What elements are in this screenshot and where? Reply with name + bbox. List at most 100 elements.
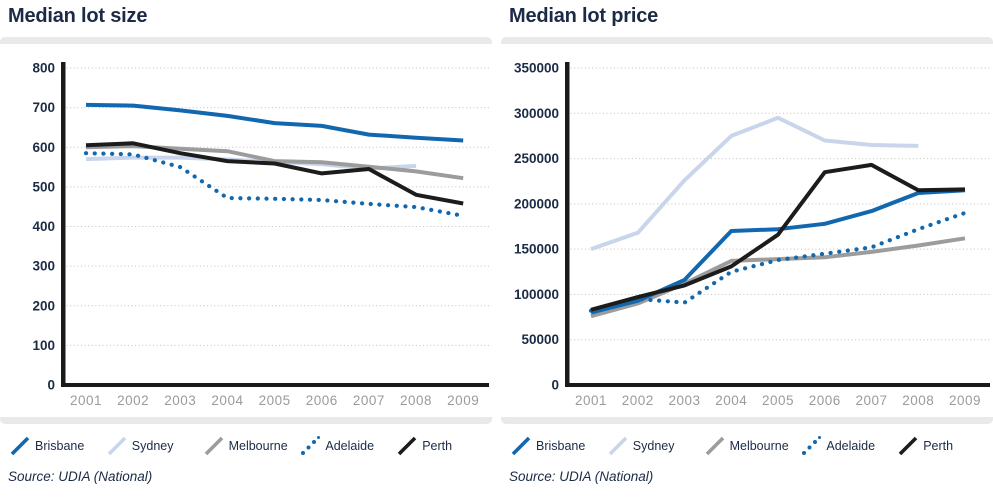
series-line-perth bbox=[590, 162, 966, 312]
legend-label-perth: Perth bbox=[422, 439, 453, 453]
y-tick-label-300: 300 bbox=[32, 259, 55, 274]
x-tick-label-2008: 2008 bbox=[902, 393, 934, 408]
y-tick-label-700: 700 bbox=[32, 100, 55, 115]
y-tick-label-800: 800 bbox=[32, 61, 55, 76]
legend-dot bbox=[317, 436, 321, 439]
lot-price-source: Source: UDIA (National) bbox=[509, 469, 654, 484]
series-line-perth bbox=[85, 141, 464, 206]
y-tick-label-0: 0 bbox=[47, 378, 55, 393]
y-tick-label-500: 500 bbox=[32, 179, 55, 194]
y-axis-line bbox=[61, 62, 66, 387]
legend-line bbox=[705, 436, 724, 456]
x-tick-label-2009: 2009 bbox=[447, 393, 479, 408]
lot-price-legend: Brisbane Sydney Melbourne Adelaide Perth bbox=[509, 433, 993, 459]
y-tick-label-200: 200 bbox=[32, 298, 55, 313]
perth-line-swatch-icon bbox=[898, 436, 918, 456]
legend-label-melbourne: Melbourne bbox=[228, 439, 288, 453]
adelaide-line-swatch-icon bbox=[301, 436, 321, 455]
y-tick-label-250000: 250000 bbox=[514, 151, 559, 166]
x-tick-label-2003: 2003 bbox=[668, 393, 700, 408]
lot-size-plot-area: 0 100 200 300 400 500 600 700 800 2001 2002 2003 200… bbox=[0, 44, 492, 417]
legend-dot bbox=[807, 445, 812, 450]
x-tick-label-2004: 2004 bbox=[715, 393, 747, 408]
x-axis-line bbox=[565, 383, 990, 387]
lot-price-title: Median lot price bbox=[509, 5, 659, 27]
series-line-melbourne bbox=[590, 236, 966, 319]
x-tick-label-2002: 2002 bbox=[622, 393, 654, 408]
legend-dot bbox=[813, 440, 818, 444]
melbourne-line-swatch-icon bbox=[705, 436, 724, 456]
legend-label-adelaide: Adelaide bbox=[325, 439, 375, 453]
lot-size-section: Median lot size 0 100 200 300 400 500 600 700 80… bbox=[0, 0, 492, 501]
legend-item-adelaide: Adelaide bbox=[298, 434, 395, 458]
legend-line bbox=[898, 436, 918, 456]
lot-price-section: Median lot price 0 50000 100000 150000 20000… bbox=[501, 0, 993, 501]
x-tick-label-2009: 2009 bbox=[949, 393, 981, 408]
legend-item-adelaide: Adelaide bbox=[799, 434, 896, 458]
lot-size-legend: Brisbane Sydney Melbourne Adelaide Perth bbox=[8, 433, 492, 459]
legend-item-sydney: Sydney bbox=[606, 434, 703, 458]
brisbane-line-swatch-icon bbox=[511, 436, 531, 456]
x-tick-label-2006: 2006 bbox=[306, 393, 338, 408]
y-tick-label-100000: 100000 bbox=[514, 287, 559, 302]
x-tick-label-2007: 2007 bbox=[855, 393, 887, 408]
legend-line bbox=[10, 436, 30, 456]
legend-line bbox=[107, 436, 127, 456]
legend-label-brisbane: Brisbane bbox=[35, 439, 85, 453]
x-tick-label-2004: 2004 bbox=[211, 393, 243, 408]
y-tick-label-0: 0 bbox=[551, 378, 559, 393]
lot-price-chart: 0 50000 100000 150000 200000 250000 300000 3500… bbox=[514, 61, 990, 408]
melbourne-line-swatch-icon bbox=[204, 436, 223, 456]
legend-label-adelaide: Adelaide bbox=[826, 439, 876, 453]
legend-item-melbourne: Melbourne bbox=[202, 434, 299, 458]
x-tick-label-2005: 2005 bbox=[259, 393, 291, 408]
x-tick-label-2001: 2001 bbox=[575, 393, 607, 408]
sydney-line-swatch-icon bbox=[107, 436, 127, 456]
legend-item-perth: Perth bbox=[896, 434, 993, 458]
y-tick-label-400: 400 bbox=[32, 219, 55, 234]
legend-item-brisbane: Brisbane bbox=[509, 434, 606, 458]
legend-label-sydney: Sydney bbox=[131, 439, 174, 453]
legend-item-brisbane: Brisbane bbox=[8, 434, 105, 458]
x-tick-label-2006: 2006 bbox=[809, 393, 841, 408]
y-axis-line bbox=[565, 62, 570, 387]
adelaide-line-swatch-icon bbox=[802, 436, 822, 455]
perth-line-swatch-icon bbox=[397, 436, 417, 456]
legend-line bbox=[397, 436, 417, 456]
lot-size-chart: 0 100 200 300 400 500 600 700 800 2001 2002 2003 200… bbox=[32, 61, 489, 408]
legend-dot bbox=[818, 436, 822, 439]
legend-dot bbox=[312, 440, 317, 444]
series-line-brisbane bbox=[85, 102, 464, 143]
lot-size-title: Median lot size bbox=[8, 5, 148, 27]
x-tick-label-2001: 2001 bbox=[70, 393, 102, 408]
legend-dot bbox=[306, 445, 311, 450]
legend-item-sydney: Sydney bbox=[105, 434, 202, 458]
y-tick-label-300000: 300000 bbox=[514, 106, 559, 121]
series-line-adelaide bbox=[83, 151, 466, 218]
series-line-adelaide bbox=[588, 210, 968, 313]
legend-dot bbox=[301, 451, 306, 455]
x-tick-label-2005: 2005 bbox=[762, 393, 794, 408]
x-axis-line bbox=[61, 383, 489, 387]
x-tick-label-2008: 2008 bbox=[400, 393, 432, 408]
x-tick-label-2007: 2007 bbox=[353, 393, 385, 408]
legend-label-melbourne: Melbourne bbox=[729, 439, 789, 453]
x-tick-label-2002: 2002 bbox=[117, 393, 149, 408]
legend-label-perth: Perth bbox=[923, 439, 954, 453]
legend-item-perth: Perth bbox=[395, 434, 492, 458]
y-tick-label-600: 600 bbox=[32, 140, 55, 155]
x-tick-label-2003: 2003 bbox=[164, 393, 196, 408]
lot-price-plot-area: 0 50000 100000 150000 200000 250000 300000 3500… bbox=[501, 44, 993, 417]
legend-line bbox=[608, 436, 628, 456]
series-line-sydney bbox=[590, 115, 919, 251]
legend-line bbox=[511, 436, 531, 456]
legend-item-melbourne: Melbourne bbox=[703, 434, 800, 458]
y-tick-label-150000: 150000 bbox=[514, 242, 559, 257]
y-tick-label-100: 100 bbox=[32, 338, 55, 353]
legend-dot bbox=[802, 451, 807, 455]
lot-size-panel: 0 100 200 300 400 500 600 700 800 2001 2002 2003 200… bbox=[0, 37, 492, 424]
brisbane-line-swatch-icon bbox=[10, 436, 30, 456]
lot-size-source: Source: UDIA (National) bbox=[8, 469, 153, 484]
legend-line bbox=[204, 436, 223, 456]
lot-price-panel: 0 50000 100000 150000 200000 250000 300000 3500… bbox=[501, 37, 993, 424]
